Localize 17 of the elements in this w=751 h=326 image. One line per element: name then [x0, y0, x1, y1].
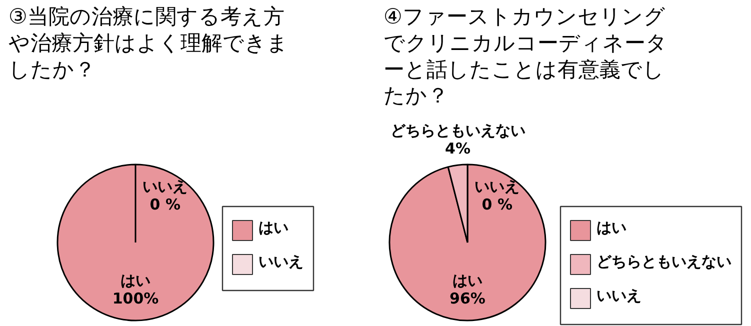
text: 0 %	[482, 196, 512, 214]
legend-label: はい	[258, 218, 288, 236]
slice-label: はい	[452, 271, 482, 290]
data-label: 4%	[445, 139, 471, 158]
category-label: いいえ	[474, 178, 520, 196]
data-label: 100%	[112, 289, 159, 308]
legend-label: はい	[596, 218, 626, 236]
text: 0 %	[150, 196, 180, 214]
slice-label: どちらともいえない	[390, 121, 526, 140]
legend-label: どちらともいえない	[596, 252, 732, 270]
legend-label: いいえ	[258, 252, 304, 270]
data-label: 96%	[450, 289, 486, 308]
slice-label: はい	[120, 271, 150, 290]
legend-label: いいえ	[596, 286, 642, 304]
chart-title: ③当院の治療に関する考え方や治療方針はよく理解できましたか？	[8, 4, 288, 82]
chart-title: ④ファーストカウンセリングでクリニカルコーディネーターと話したことは有意義でしたか？	[384, 4, 668, 108]
category-label: いいえ	[142, 178, 188, 196]
